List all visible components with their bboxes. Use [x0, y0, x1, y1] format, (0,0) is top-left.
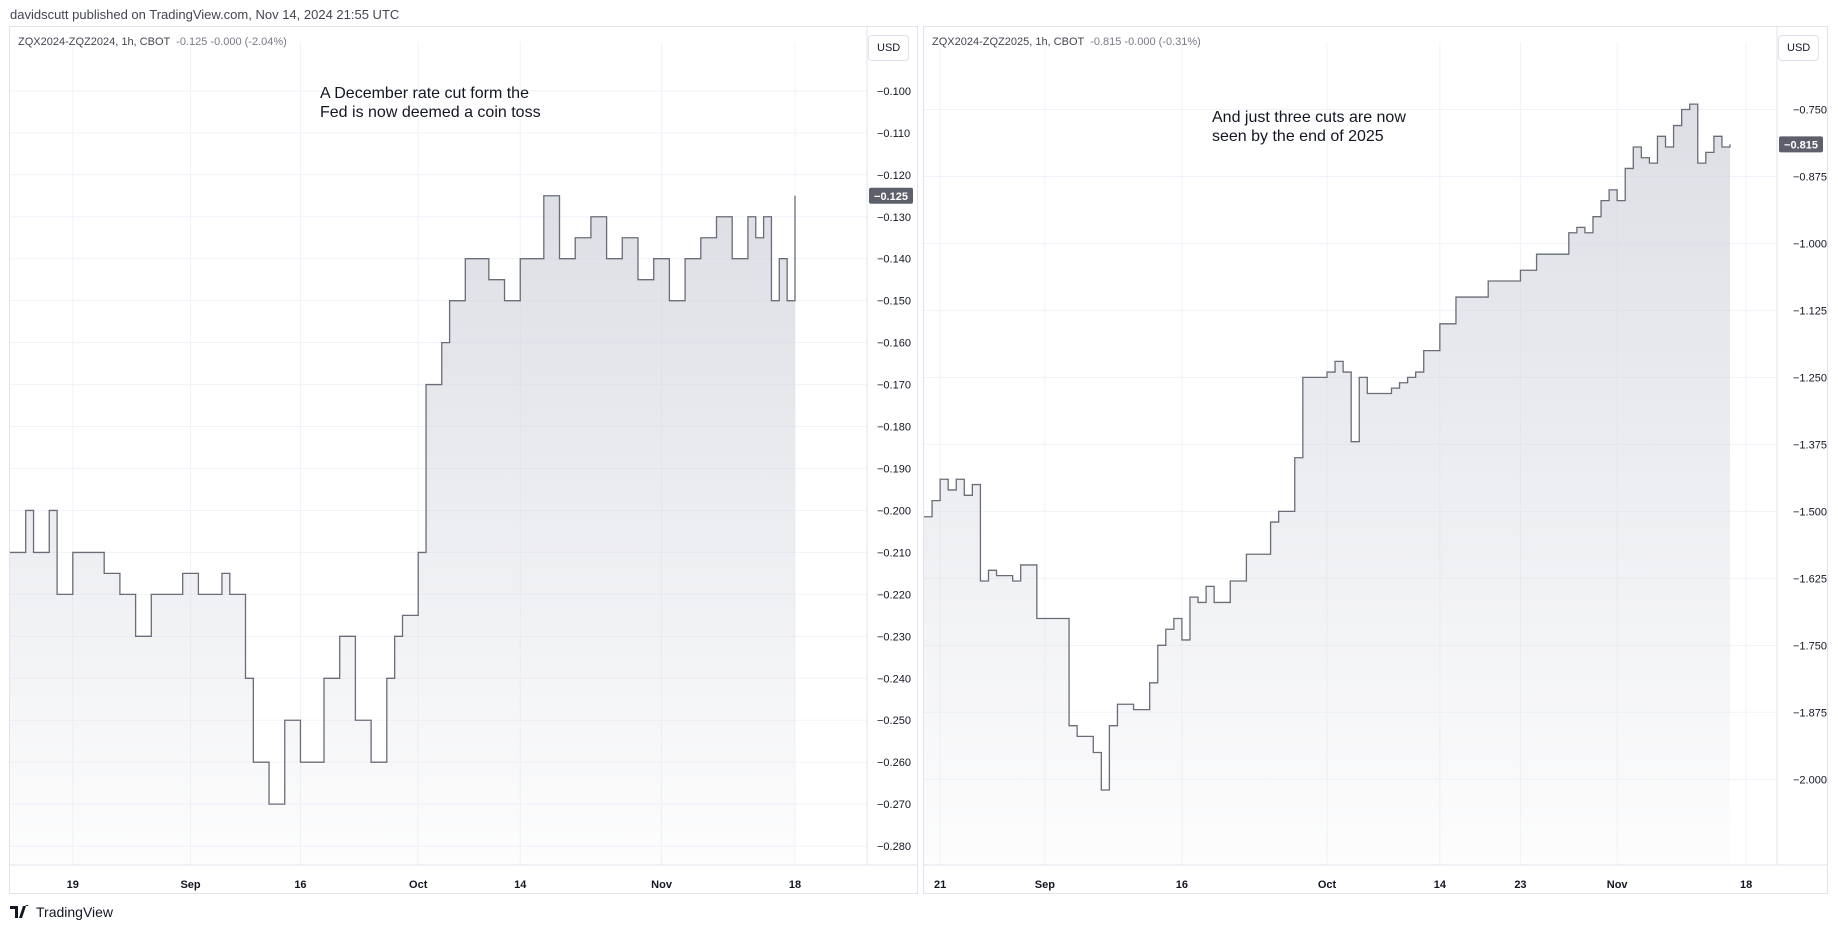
- x-tick-label: 18: [1740, 879, 1752, 891]
- y-tick-label: −0.150: [877, 296, 911, 308]
- tradingview-footer[interactable]: TradingView: [10, 904, 113, 920]
- series-line: [10, 195, 796, 805]
- legend-left: ZQX2024-ZQZ2024, 1h, CBOT -0.125 -0.000 …: [18, 36, 287, 48]
- y-tick-label: −0.140: [877, 254, 911, 266]
- y-tick-label: −0.270: [877, 799, 911, 811]
- y-tick-label: −0.170: [877, 380, 911, 392]
- y-tick-label: −0.210: [877, 547, 911, 559]
- x-tick-label: Nov: [1607, 879, 1629, 891]
- y-tick-label: −0.130: [877, 212, 911, 224]
- annotation-left: A December rate cut form the Fed is now …: [320, 84, 541, 122]
- y-tick-label: −2.000: [1793, 774, 1827, 786]
- y-tick-label: −0.180: [877, 422, 911, 434]
- chart-left[interactable]: −0.100 −0.110 −0.120 −0.130 −0.140 −0.150 −0.1…: [10, 27, 917, 893]
- y-tick-label: −1.000: [1793, 238, 1827, 250]
- x-tick-label: Nov: [651, 879, 673, 891]
- x-tick-label: 16: [294, 879, 306, 891]
- chart-panel-left[interactable]: −0.100 −0.110 −0.120 −0.130 −0.140 −0.150 −0.1…: [9, 26, 918, 894]
- y-tick-label: −0.190: [877, 464, 911, 476]
- x-tick-label: 18: [789, 879, 801, 891]
- y-tick-label: −1.125: [1793, 305, 1827, 317]
- x-tick-label: 19: [67, 879, 79, 891]
- legend-values: -0.815 -0.000 (-0.31%): [1090, 36, 1201, 48]
- annotation-line: seen by the end of 2025: [1212, 128, 1384, 145]
- y-tick-label: −0.750: [1793, 105, 1827, 117]
- last-price-badge: [1779, 136, 1823, 153]
- legend-right: ZQX2024-ZQZ2025, 1h, CBOT -0.815 -0.000 …: [932, 36, 1201, 48]
- annotation-right: And just three cuts are now seen by the …: [1212, 108, 1406, 146]
- y-tick-label: −1.500: [1793, 506, 1827, 518]
- annotation-line: A December rate cut form the: [320, 85, 529, 102]
- currency-button[interactable]: USD: [868, 35, 910, 61]
- y-tick-label: −0.100: [877, 86, 911, 98]
- y-tick-label: −0.250: [877, 715, 911, 727]
- y-tick-label: −0.220: [877, 589, 911, 601]
- last-price-label: −0.815: [1784, 139, 1818, 151]
- symbol-label: ZQX2024-ZQZ2024, 1h, CBOT: [18, 36, 171, 48]
- last-price-badge: [869, 187, 913, 204]
- x-tick-label: 23: [1514, 879, 1526, 891]
- chart-panel-right[interactable]: −0.750 −0.875 −1.000 −1.125 −1.250 −1.375 −1.5…: [923, 26, 1828, 894]
- y-tick-label: −1.625: [1793, 573, 1827, 585]
- x-tick-label: Oct: [1318, 879, 1337, 891]
- publish-caption: davidscutt published on TradingView.com,…: [10, 7, 400, 22]
- x-tick-label: 14: [1434, 879, 1447, 891]
- y-tick-label: −0.120: [877, 170, 911, 182]
- currency-button[interactable]: USD: [1778, 35, 1820, 61]
- y-tick-label: −1.750: [1793, 640, 1827, 652]
- y-tick-label: −0.200: [877, 505, 911, 517]
- y-tick-label: −0.240: [877, 673, 911, 685]
- series-line: [924, 103, 1731, 791]
- x-tick-label: Sep: [180, 879, 200, 891]
- area-fill: [10, 195, 795, 865]
- x-tick-label: 14: [514, 879, 527, 891]
- x-tick-label: Sep: [1035, 879, 1055, 891]
- y-tick-label: −0.875: [1793, 171, 1827, 183]
- chart-right[interactable]: −0.750 −0.875 −1.000 −1.125 −1.250 −1.375 −1.5…: [924, 27, 1827, 893]
- area-fill: [924, 104, 1730, 865]
- tradingview-logo-icon: [10, 905, 29, 918]
- y-tick-label: −0.160: [877, 338, 911, 350]
- y-tick-label: −1.875: [1793, 707, 1827, 719]
- y-tick-label: −1.375: [1793, 439, 1827, 451]
- x-tick-label: Oct: [409, 879, 428, 891]
- last-price-label: −0.125: [874, 191, 908, 203]
- annotation-line: Fed is now deemed a coin toss: [320, 104, 541, 121]
- y-tick-label: −0.280: [877, 841, 911, 853]
- y-tick-label: −1.250: [1793, 372, 1827, 384]
- symbol-label: ZQX2024-ZQZ2025, 1h, CBOT: [932, 36, 1085, 48]
- annotation-line: And just three cuts are now: [1212, 109, 1406, 126]
- y-tick-label: −0.110: [877, 128, 910, 140]
- y-tick-label: −0.230: [877, 631, 911, 643]
- y-tick-label: −0.260: [877, 757, 911, 769]
- tradingview-brand: TradingView: [36, 904, 114, 920]
- x-tick-label: 21: [934, 879, 946, 891]
- x-tick-label: 16: [1176, 879, 1188, 891]
- legend-values: -0.125 -0.000 (-2.04%): [176, 36, 287, 48]
